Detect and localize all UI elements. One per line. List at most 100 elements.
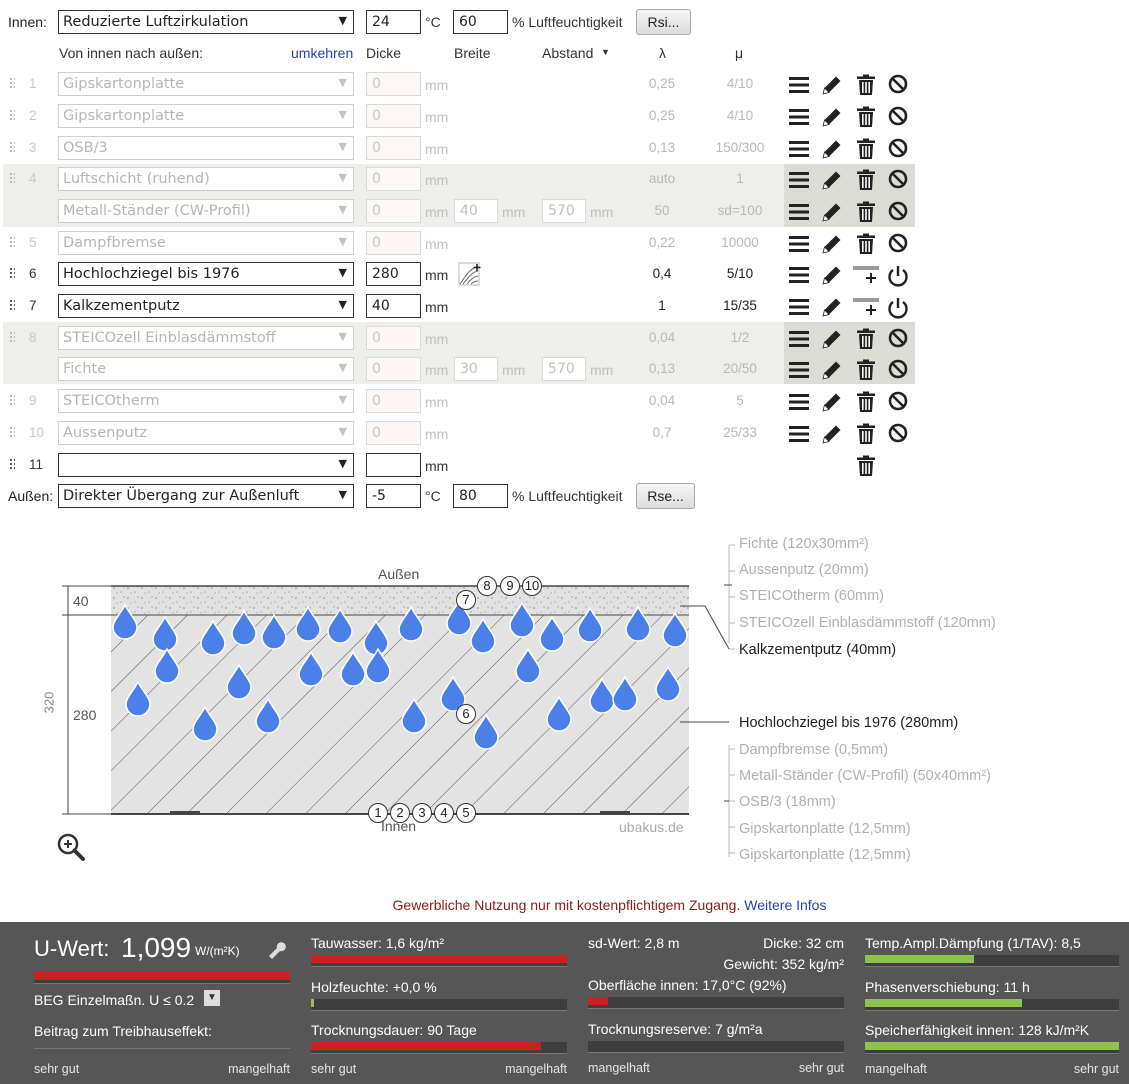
menu-icon[interactable]: [787, 168, 811, 192]
rse-button[interactable]: Rse...: [636, 483, 695, 509]
add-sublayer-icon[interactable]: [853, 295, 881, 319]
pencil-icon[interactable]: [820, 295, 844, 319]
power-icon[interactable]: [886, 296, 910, 320]
drag-handle-icon[interactable]: [9, 172, 15, 184]
layer-material-select[interactable]: Aussenputz ▼: [58, 421, 354, 445]
menu-icon[interactable]: [787, 73, 811, 97]
reverse-link[interactable]: umkehren: [291, 45, 354, 61]
drag-handle-icon[interactable]: [9, 331, 15, 343]
trash-icon[interactable]: [854, 105, 878, 129]
inside-temp-input[interactable]: 24: [366, 10, 421, 34]
layer-marker[interactable]: 4: [434, 803, 454, 823]
trash-icon[interactable]: [854, 422, 878, 446]
zoom-in-icon[interactable]: [57, 833, 85, 861]
more-info-link[interactable]: Weitere Infos: [744, 897, 827, 913]
layer-material-select[interactable]: OSB/3 ▼: [58, 136, 354, 160]
legend-item[interactable]: Aussenputz (20mm): [739, 562, 869, 578]
layer-width-input[interactable]: 30: [454, 357, 498, 381]
layer-material-select[interactable]: Gipskartonplatte ▼: [58, 72, 354, 96]
layer-distance-input[interactable]: 570: [542, 357, 586, 381]
outside-climate-select[interactable]: Direkter Übergang zur Außenluft ▼: [58, 484, 354, 508]
drag-handle-icon[interactable]: [9, 426, 15, 438]
trash-icon[interactable]: [854, 454, 878, 478]
layer-thickness-input[interactable]: 0: [366, 389, 421, 413]
disable-icon[interactable]: [886, 167, 910, 191]
layer-thickness-input[interactable]: 0: [366, 326, 421, 350]
pencil-icon[interactable]: [820, 168, 844, 192]
layer-material-select[interactable]: Kalkzementputz ▼: [58, 294, 354, 318]
drag-handle-icon[interactable]: [9, 458, 15, 470]
layer-material-select[interactable]: Hochlochziegel bis 1976 ▼: [58, 262, 354, 286]
layer-thickness-input[interactable]: 0: [366, 72, 421, 96]
texture-pattern-icon[interactable]: [458, 262, 482, 286]
menu-icon[interactable]: [787, 422, 811, 446]
legend-item[interactable]: Dampfbremse (0,5mm): [739, 742, 889, 758]
layer-distance-input[interactable]: 570: [542, 199, 586, 223]
trash-icon[interactable]: [854, 168, 878, 192]
layer-thickness-input[interactable]: 0: [366, 357, 421, 381]
outside-humidity-input[interactable]: 80: [453, 484, 508, 508]
pencil-icon[interactable]: [820, 73, 844, 97]
drag-handle-icon[interactable]: [9, 267, 15, 279]
legend-item[interactable]: STEICOtherm (60mm): [739, 588, 885, 604]
layer-thickness-input[interactable]: 0: [366, 231, 421, 255]
legend-item[interactable]: STEICOzell Einblasdämmstoff (120mm): [739, 615, 996, 631]
add-sublayer-icon[interactable]: [853, 263, 881, 287]
layer-marker[interactable]: 2: [390, 803, 410, 823]
layer-marker[interactable]: 6: [456, 704, 476, 724]
disable-icon[interactable]: [886, 421, 910, 445]
disable-icon[interactable]: [886, 72, 910, 96]
layer-material-select[interactable]: Fichte ▼: [58, 357, 354, 381]
legend-hochlochziegel[interactable]: Hochlochziegel bis 1976 (280mm): [739, 715, 959, 731]
drag-handle-icon[interactable]: [9, 236, 15, 248]
layer-thickness-input[interactable]: 40: [366, 294, 421, 318]
trash-icon[interactable]: [854, 200, 878, 224]
distance-header[interactable]: Abstand: [542, 45, 594, 61]
layer-marker[interactable]: 9: [500, 576, 520, 596]
layer-material-select[interactable]: Dampfbremse ▼: [58, 231, 354, 255]
drag-handle-icon[interactable]: [9, 77, 15, 89]
pencil-icon[interactable]: [820, 105, 844, 129]
pencil-icon[interactable]: [820, 327, 844, 351]
layer-thickness-input[interactable]: 0: [366, 104, 421, 128]
menu-icon[interactable]: [787, 295, 811, 319]
layer-marker[interactable]: 5: [456, 803, 476, 823]
drag-handle-icon[interactable]: [9, 109, 15, 121]
trash-icon[interactable]: [854, 137, 878, 161]
menu-icon[interactable]: [787, 200, 811, 224]
menu-icon[interactable]: [787, 105, 811, 129]
menu-icon[interactable]: [787, 390, 811, 414]
trash-icon[interactable]: [854, 232, 878, 256]
layer-material-select[interactable]: STEICOtherm ▼: [58, 389, 354, 413]
layer-thickness-input[interactable]: 0: [366, 421, 421, 445]
rsi-button[interactable]: Rsi...: [636, 9, 691, 35]
disable-icon[interactable]: [886, 357, 910, 381]
disable-icon[interactable]: [886, 199, 910, 223]
menu-icon[interactable]: [787, 137, 811, 161]
pencil-icon[interactable]: [820, 232, 844, 256]
inside-climate-select[interactable]: Reduzierte Luftzirkulation ▼: [58, 10, 354, 34]
sort-down-icon[interactable]: ▼: [601, 47, 610, 57]
outside-temp-input[interactable]: -5: [366, 484, 421, 508]
pencil-icon[interactable]: [820, 358, 844, 382]
layer-thickness-input[interactable]: 0: [366, 167, 421, 191]
layer-marker[interactable]: 10: [522, 576, 542, 596]
beg-dropdown-icon[interactable]: ▼: [204, 990, 220, 1006]
layer-thickness-input[interactable]: [366, 453, 421, 477]
layer-material-select[interactable]: ▼: [58, 453, 354, 477]
wrench-icon[interactable]: [266, 939, 286, 959]
layer-material-select[interactable]: STEICOzell Einblasdämmstoff ▼: [58, 326, 354, 350]
layer-thickness-input[interactable]: 0: [366, 199, 421, 223]
drag-handle-icon[interactable]: [9, 141, 15, 153]
layer-material-select[interactable]: Gipskartonplatte ▼: [58, 104, 354, 128]
layer-marker[interactable]: 3: [412, 803, 432, 823]
legend-item[interactable]: OSB/3 (18mm): [739, 794, 836, 810]
menu-icon[interactable]: [787, 232, 811, 256]
legend-item[interactable]: Fichte (120x30mm²): [739, 536, 869, 552]
pencil-icon[interactable]: [820, 200, 844, 224]
inside-humidity-input[interactable]: 60: [453, 10, 508, 34]
trash-icon[interactable]: [854, 358, 878, 382]
disable-icon[interactable]: [886, 389, 910, 413]
menu-icon[interactable]: [787, 263, 811, 287]
layer-thickness-input[interactable]: 0: [366, 136, 421, 160]
